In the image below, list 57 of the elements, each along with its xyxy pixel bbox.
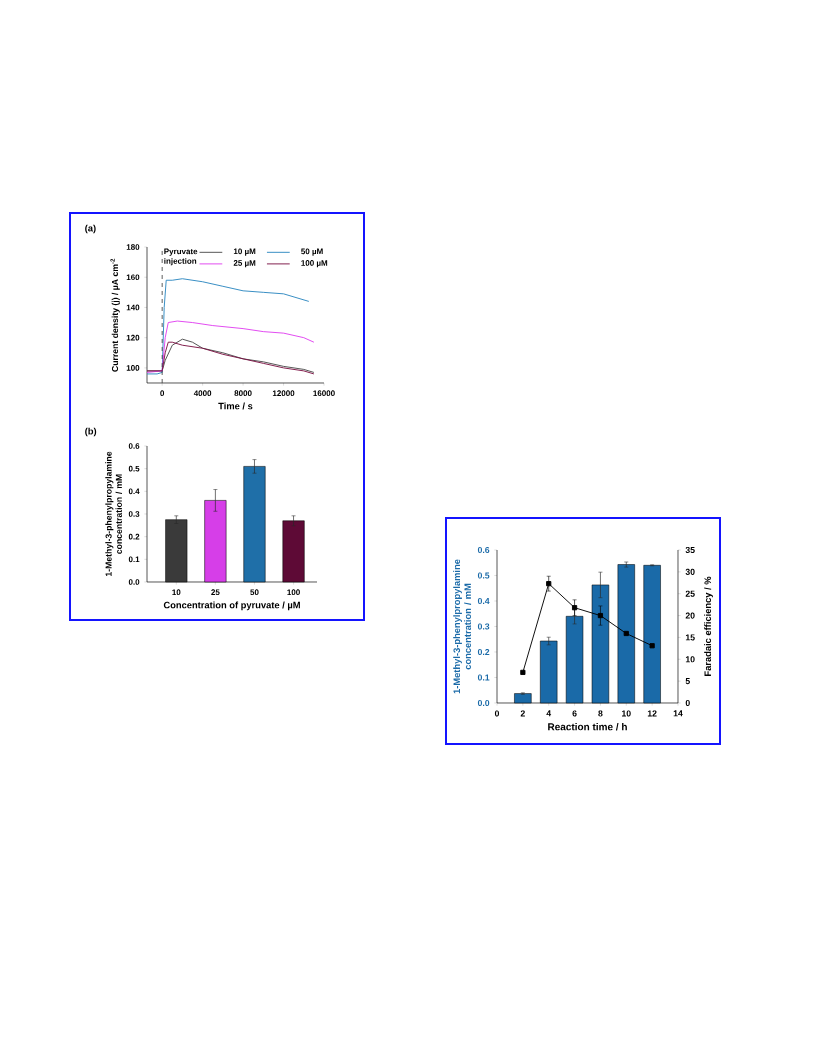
y-tick-label: 160 bbox=[126, 274, 140, 281]
y2-tick-label: 35 bbox=[685, 546, 695, 554]
x-tick-label: 10 bbox=[172, 589, 181, 596]
y2-tick-label: 20 bbox=[685, 612, 695, 619]
x-tick-label: 0 bbox=[160, 390, 165, 397]
legend-label: 25 µM bbox=[233, 260, 256, 268]
y-axis-title: 1-Methyl-3-phenylpropylamine concentration / mM bbox=[453, 559, 472, 694]
y-tick-label: 0.5 bbox=[128, 465, 140, 472]
y-tick-label: 0.6 bbox=[128, 443, 140, 449]
legend-label: 100 µM bbox=[301, 260, 328, 268]
x-tick-label: 10 bbox=[622, 710, 631, 717]
x-tick-label: 8000 bbox=[234, 390, 252, 397]
y-tick-label: 0.4 bbox=[128, 488, 140, 495]
y-tick-label: 0.2 bbox=[477, 648, 490, 656]
y-axis-title: 1-Methyl-3-phenylpropylamine concentration / mM bbox=[105, 451, 123, 577]
y2-tick-label: 15 bbox=[685, 634, 695, 641]
y-tick-label: 0.1 bbox=[128, 556, 140, 563]
y2-axis-title: Faradaic efficiency / % bbox=[704, 576, 713, 676]
x-tick-label: 6 bbox=[572, 710, 577, 717]
legend-label: 50 µM bbox=[301, 248, 323, 256]
legend-label: 10 µM bbox=[233, 248, 256, 256]
y-tick-label: 0.5 bbox=[477, 572, 490, 579]
y-tick-label: 0.0 bbox=[477, 699, 490, 707]
x-tick-label: 100 bbox=[287, 589, 300, 596]
y2-tick-label: 30 bbox=[685, 568, 695, 575]
y-tick-label: 0.3 bbox=[477, 623, 490, 630]
y2-tick-label: 5 bbox=[685, 678, 690, 685]
y-tick-label: 0.0 bbox=[128, 579, 140, 585]
y-tick-label: 180 bbox=[126, 244, 140, 250]
x-tick-label: 0 bbox=[494, 710, 500, 717]
x-tick-label: 16000 bbox=[313, 390, 335, 397]
x-axis-title: Reaction time / h bbox=[548, 723, 627, 731]
y-tick-label: 0.6 bbox=[477, 546, 490, 554]
x-tick-label: 12000 bbox=[272, 390, 295, 397]
ref-line-label: Pyruvate injection bbox=[164, 248, 198, 266]
y-tick-label: 140 bbox=[126, 304, 140, 311]
y2-tick-label: 0 bbox=[685, 699, 690, 707]
x-axis-title: Concentration of pyruvate / µM bbox=[163, 601, 300, 611]
y-tick-label: 0.2 bbox=[128, 533, 140, 540]
x-tick-label: 4000 bbox=[193, 390, 212, 397]
chart-title: (b) bbox=[85, 427, 97, 437]
chart-title: (a) bbox=[85, 224, 96, 234]
y-tick-label: 0.3 bbox=[128, 511, 140, 517]
x-tick-label: 14 bbox=[673, 710, 683, 717]
y-tick-label: 100 bbox=[126, 365, 140, 371]
x-tick-label: 50 bbox=[250, 589, 259, 596]
x-tick-label: 8 bbox=[598, 710, 603, 717]
x-tick-label: 12 bbox=[647, 710, 657, 717]
x-tick-label: 4 bbox=[546, 710, 552, 717]
y-axis-title: Current density (j) / µA cm$^{-2}$ bbox=[110, 258, 120, 372]
x-tick-label: 25 bbox=[211, 589, 220, 596]
y-tick-label: 0.1 bbox=[477, 674, 490, 681]
y2-tick-label: 10 bbox=[685, 656, 695, 663]
y-tick-label: 120 bbox=[126, 334, 140, 341]
x-tick-label: 2 bbox=[520, 710, 525, 717]
y-tick-label: 0.4 bbox=[477, 597, 490, 605]
x-axis-title: Time / s bbox=[218, 402, 253, 410]
